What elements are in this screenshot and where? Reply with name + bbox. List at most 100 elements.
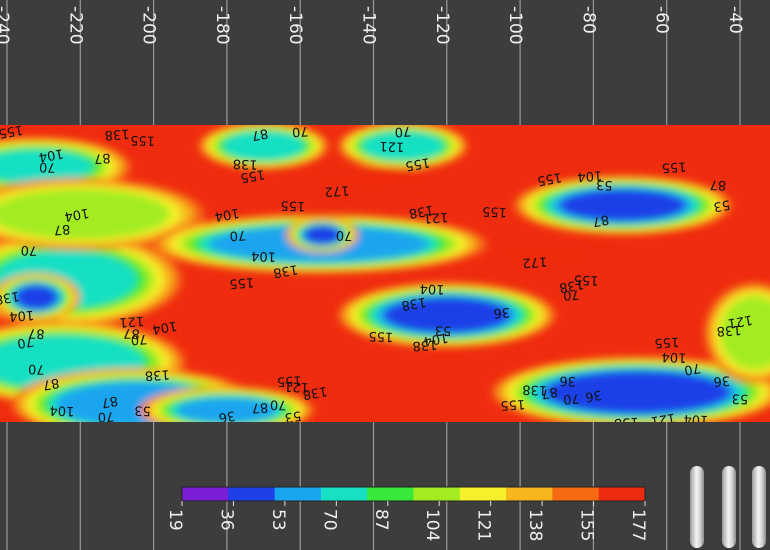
contour-label: 155: [573, 272, 598, 288]
heat-band-7-6: [227, 133, 300, 159]
contour-label: 87: [250, 125, 269, 143]
contour-label: 104: [49, 402, 74, 418]
contour-label: 53: [283, 407, 302, 425]
colorbar: 19 36 53 70 87 104 121 138 155 177: [165, 486, 648, 541]
scroll-handle-bar-1[interactable]: [690, 466, 704, 548]
heatmap-field: [0, 125, 770, 422]
colorbar-level-label: 104: [422, 509, 442, 541]
colorbar-swatch-5: [413, 487, 461, 501]
contour-label: 155: [404, 154, 431, 173]
contour-label: 155: [536, 169, 563, 188]
contour-label: 70: [270, 396, 287, 412]
colorbar-level-label: 155: [577, 509, 597, 541]
contour-label: 70: [130, 331, 148, 347]
contour-label: 70: [97, 408, 115, 424]
x-tick-label: -220: [65, 6, 85, 45]
contour-label: 104: [661, 349, 686, 365]
contour-label: 70: [16, 333, 35, 351]
colorbar-swatch-4: [367, 487, 414, 501]
contour-label: 87: [94, 150, 112, 166]
contour-label: 138: [301, 383, 328, 402]
heat-band-8-6: [366, 133, 439, 159]
contour-label: 53: [731, 390, 748, 406]
contour-label: 172: [522, 253, 548, 270]
colorbar-swatch-0: [182, 487, 229, 501]
contour-label: 138: [613, 414, 639, 431]
colorbar-level-label: 87: [371, 509, 391, 531]
contour-label: 121: [284, 378, 309, 394]
contour-label: 138: [144, 366, 170, 383]
colorbar-swatch-2: [274, 487, 322, 501]
x-tick-label: -100: [505, 6, 525, 45]
scroll-handle-bar-2[interactable]: [722, 466, 736, 548]
contour-label: 70: [291, 123, 309, 139]
colorbar-swatch-3: [320, 487, 368, 501]
contour-label: 87: [123, 325, 140, 341]
contour-label: 104: [419, 280, 444, 296]
heat-band-6-6: [176, 397, 278, 422]
colorbar-level-label: 36: [216, 509, 236, 531]
x-tick-label: -240: [0, 6, 12, 45]
contour-label: 104: [9, 307, 35, 324]
contour-label: 87: [28, 325, 45, 341]
contour-label: 104: [63, 205, 90, 224]
contour-label: 121: [650, 409, 677, 428]
scroll-handle-bar-3[interactable]: [752, 466, 766, 548]
contour-label: 87: [591, 211, 610, 229]
contour-label: 138: [233, 156, 258, 172]
x-tick-label: -160: [285, 6, 305, 45]
contour-label: 138: [408, 202, 435, 221]
contour-label: 155: [661, 158, 687, 175]
contour-label: 87: [100, 392, 119, 410]
colorbar-swatch-6: [459, 487, 507, 501]
contour-label: 138: [522, 381, 547, 397]
colorbar-level-label: 53: [268, 509, 288, 531]
contour-label: 155: [500, 396, 526, 413]
contour-label: 70: [336, 227, 353, 243]
contour-label: 155: [482, 203, 507, 219]
colorbar-swatch-8: [552, 487, 600, 501]
contour-label: 70: [28, 361, 45, 377]
colorbar-frame: [181, 486, 646, 502]
contour-label: 155: [239, 166, 266, 185]
contour-label: 104: [151, 317, 178, 336]
contour-label: 121: [119, 313, 145, 330]
contour-label: 155: [0, 121, 24, 140]
heat-band-15-0: [308, 166, 439, 197]
contour-label: 155: [368, 328, 393, 344]
contour-label: 70: [563, 286, 581, 302]
contour-label: 121: [379, 138, 404, 154]
x-tick-label: -140: [359, 6, 379, 45]
x-tick-label: -120: [432, 6, 452, 45]
contour-label: 70: [39, 159, 56, 175]
contour-label: 138: [716, 322, 742, 339]
contour-label: 53: [596, 177, 613, 193]
contour-label: 87: [709, 177, 726, 193]
x-tick-label: -80: [578, 6, 598, 34]
contour-label: 87: [540, 383, 559, 401]
contour-label: 53: [712, 196, 731, 214]
contour-label: 70: [229, 227, 247, 243]
contour-label: 155: [280, 197, 305, 213]
heat-band-13-8: [552, 372, 723, 412]
colorbar-level-label: 177: [628, 509, 648, 541]
colorbar-level-label: 121: [474, 509, 494, 541]
heat-band-4-4: [1, 192, 159, 236]
contour-label: 53: [134, 402, 151, 418]
contour-label: 104: [251, 248, 276, 264]
contour-label: 104: [683, 411, 708, 427]
heat-band-11-7: [383, 297, 510, 334]
contour-label: 138: [272, 261, 299, 280]
x-tick-label: -200: [139, 6, 159, 45]
contour-label: 138: [0, 288, 21, 307]
contour-label: 155: [229, 274, 255, 291]
heat-band-12-7: [559, 189, 686, 222]
contour-label: 53: [435, 322, 452, 338]
contour-label: 104: [422, 329, 449, 348]
heat-band-2-5: [0, 149, 93, 184]
heat-band-14-4: [725, 300, 770, 365]
x-axis-ticks: -240 -220 -200 -180 -160 -140 -120 -100 -80 -60 -4…: [0, 6, 745, 45]
contour-label: 36: [584, 386, 603, 404]
